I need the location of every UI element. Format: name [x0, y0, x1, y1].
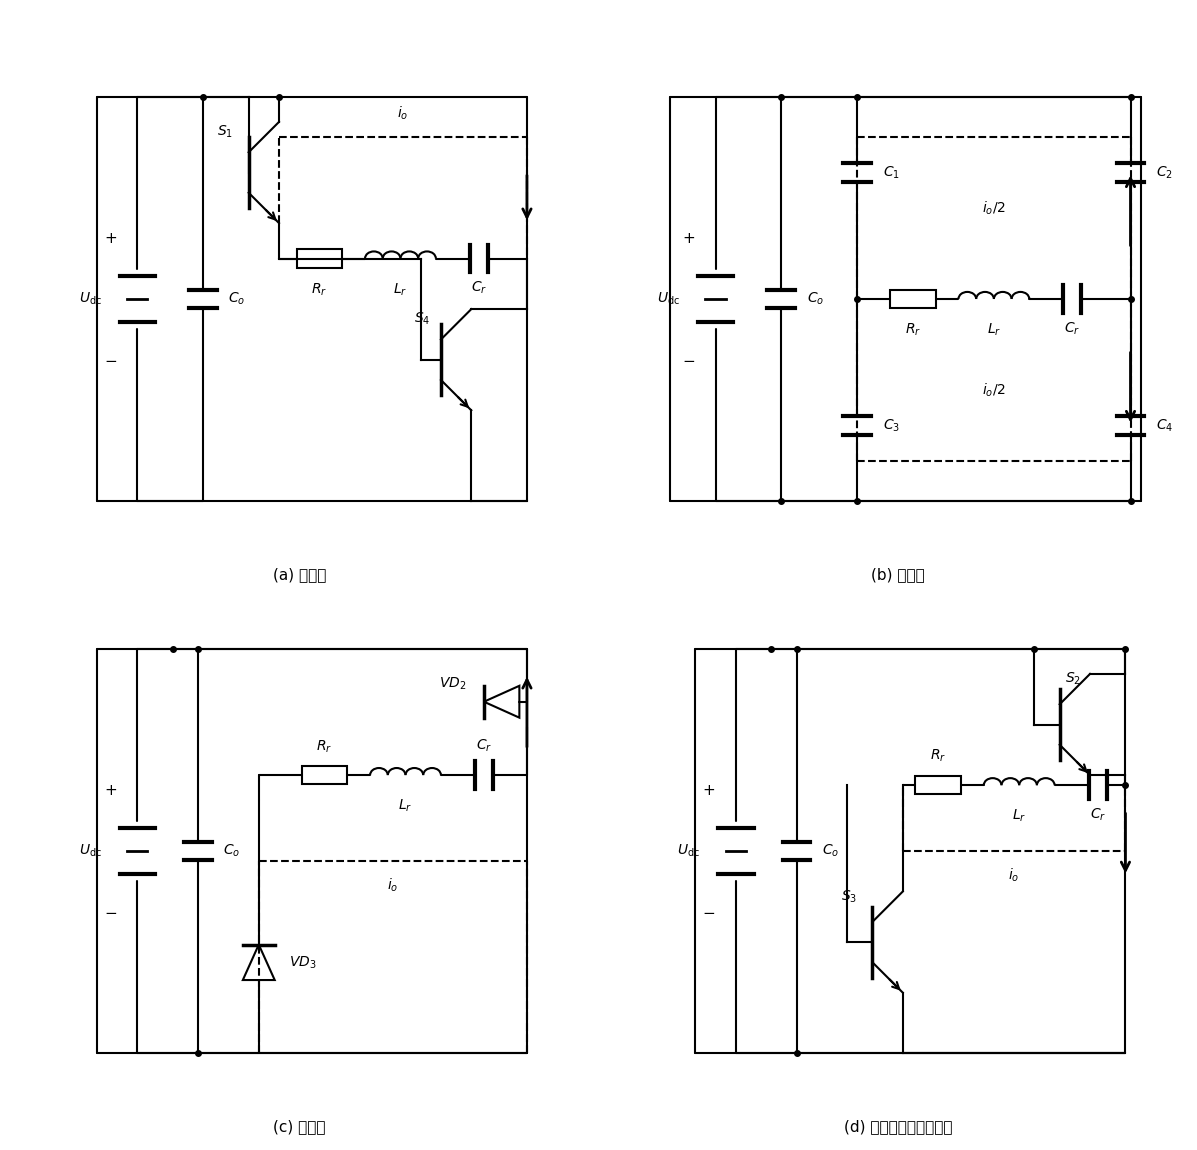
Bar	[891, 290, 936, 308]
Text: $C_o$: $C_o$	[822, 843, 839, 859]
Text: $C_o$: $C_o$	[807, 291, 824, 307]
Text: $i_o/2$: $i_o/2$	[982, 382, 1005, 399]
Text: $L_r$: $L_r$	[394, 282, 407, 298]
Text: $-$: $-$	[104, 352, 117, 367]
Text: $i_o/2$: $i_o/2$	[982, 199, 1005, 216]
Text: $i_o$: $i_o$	[1008, 866, 1020, 883]
Text: $U_{\mathrm{dc}}$: $U_{\mathrm{dc}}$	[79, 291, 102, 307]
Text: $i_o$: $i_o$	[397, 105, 408, 122]
Text: $-$: $-$	[703, 904, 716, 919]
Text: $C_r$: $C_r$	[476, 737, 492, 754]
Text: $L_r$: $L_r$	[1013, 808, 1026, 825]
Text: (b) 换向中: (b) 换向中	[871, 567, 924, 582]
Text: $S_4$: $S_4$	[414, 310, 431, 328]
Text: $S_2$: $S_2$	[1064, 670, 1081, 688]
Text: $C_o$: $C_o$	[229, 291, 245, 307]
Text: (a) 换向前: (a) 换向前	[273, 567, 326, 582]
Text: $U_{\mathrm{dc}}$: $U_{\mathrm{dc}}$	[678, 843, 700, 859]
Text: $+$: $+$	[104, 783, 117, 798]
Text: $-$: $-$	[104, 904, 117, 919]
Text: $-$: $-$	[682, 352, 695, 367]
Text: $C_4$: $C_4$	[1156, 417, 1173, 434]
Bar	[916, 776, 961, 793]
Text: $R_r$: $R_r$	[905, 322, 920, 338]
Text: $+$: $+$	[104, 231, 117, 246]
Text: $+$: $+$	[682, 231, 695, 246]
Text: $C_r$: $C_r$	[1064, 320, 1081, 337]
Text: (c) 换向后: (c) 换向后	[273, 1119, 326, 1134]
Text: $VD_3$: $VD_3$	[290, 954, 317, 971]
Bar	[302, 766, 347, 784]
Text: $L_r$: $L_r$	[399, 798, 413, 814]
Text: $S_1$: $S_1$	[218, 124, 233, 140]
Text: $L_r$: $L_r$	[986, 322, 1001, 338]
Text: $C_2$: $C_2$	[1156, 164, 1173, 181]
Text: $R_r$: $R_r$	[930, 748, 947, 764]
Text: $R_r$: $R_r$	[311, 282, 328, 298]
Text: $R_r$: $R_r$	[316, 738, 333, 754]
Text: $U_{\mathrm{dc}}$: $U_{\mathrm{dc}}$	[657, 291, 680, 307]
Text: $S_3$: $S_3$	[841, 888, 857, 905]
Text: $C_o$: $C_o$	[224, 843, 241, 859]
Text: $C_r$: $C_r$	[1089, 806, 1106, 823]
Text: $U_{\mathrm{dc}}$: $U_{\mathrm{dc}}$	[79, 843, 102, 859]
Text: $C_3$: $C_3$	[882, 417, 900, 434]
Text: $VD_2$: $VD_2$	[439, 676, 466, 692]
Bar	[297, 248, 342, 268]
Text: $C_1$: $C_1$	[882, 164, 899, 181]
Text: $i_o$: $i_o$	[387, 876, 399, 894]
Text: (d) 负载电流改变方向后: (d) 负载电流改变方向后	[844, 1119, 952, 1134]
Text: $+$: $+$	[703, 783, 716, 798]
Text: $C_r$: $C_r$	[470, 279, 487, 297]
